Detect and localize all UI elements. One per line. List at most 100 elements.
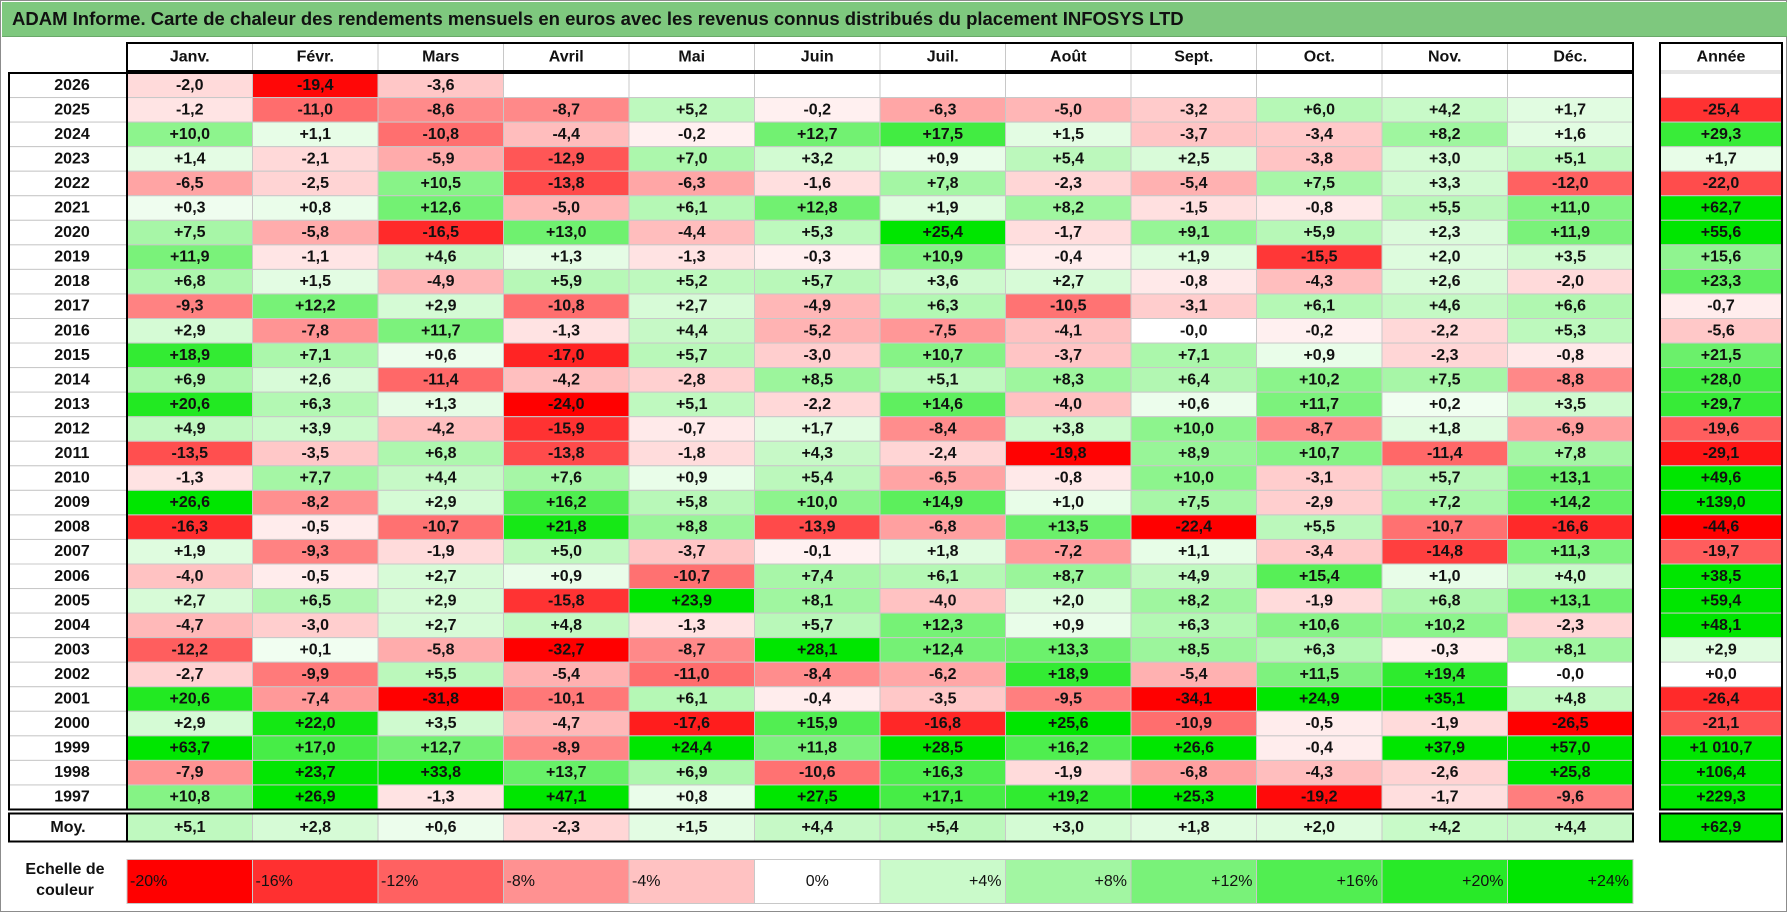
heatmap-cell <box>252 489 379 516</box>
heatmap-cell <box>1130 514 1257 540</box>
heatmap-cell-label: -9,3 <box>176 298 204 315</box>
heatmap-cell-label: +0,9 <box>676 470 708 487</box>
heatmap-cell-label: -2,1 <box>301 150 329 167</box>
heatmap-cell-label: -22,4 <box>1176 519 1213 536</box>
heatmap-cell <box>377 170 504 197</box>
heatmap-cell-label: -17,6 <box>674 715 711 732</box>
heatmap-cell <box>1381 170 1508 197</box>
legend-swatch <box>503 859 630 904</box>
heatmap-cell <box>1005 72 1132 99</box>
heatmap-cell-label: +7,2 <box>1429 494 1461 511</box>
annual-cell-label: -19,7 <box>1703 543 1740 560</box>
annual-cell <box>1659 784 1783 811</box>
annual-cell <box>1659 588 1783 614</box>
heatmap-cell <box>754 538 881 565</box>
average-label: Moy. <box>50 819 85 836</box>
heatmap-cell-label: +13,5 <box>1048 519 1089 536</box>
heatmap-cell-label: +6,8 <box>425 445 457 462</box>
year-label: 1997 <box>54 789 90 806</box>
heatmap-cell <box>1005 465 1132 491</box>
heatmap-cell <box>1130 489 1257 516</box>
heatmap-cell-label: +8,5 <box>1178 641 1210 658</box>
heatmap-cell <box>503 612 630 639</box>
heatmap-cell <box>1130 195 1257 221</box>
heatmap-cell <box>754 514 881 540</box>
heatmap-cell-label: +1,0 <box>1052 494 1084 511</box>
heatmap-cell <box>1130 416 1257 442</box>
heatmap-cell <box>879 538 1006 565</box>
heatmap-cell <box>1256 416 1383 442</box>
heatmap-cell-label: +3,9 <box>299 420 331 437</box>
heatmap-cell-label: +0,9 <box>927 150 959 167</box>
heatmap-cell-label: +37,9 <box>1425 740 1466 757</box>
heatmap-cell <box>252 440 379 467</box>
heatmap-cell-label: -0,4 <box>803 691 831 708</box>
heatmap-cell <box>1256 219 1383 246</box>
color-scale-label: Echelle de couleur <box>9 859 121 901</box>
heatmap-cell <box>503 97 630 123</box>
heatmap-cell-label: -2,9 <box>1305 494 1333 511</box>
heatmap-cell-label: +10,2 <box>1299 371 1340 388</box>
heatmap-cell-label: +5,5 <box>1303 519 1335 536</box>
heatmap-cell <box>1507 72 1634 99</box>
year-cell <box>8 784 128 811</box>
heatmap-cell-label: -3,1 <box>1305 470 1333 487</box>
heatmap-cell <box>754 465 881 491</box>
heatmap-cell-label: +2,7 <box>425 568 457 585</box>
heatmap-cell-label: +0,6 <box>1178 396 1210 413</box>
heatmap-cell-label: +2,7 <box>425 617 457 634</box>
heatmap-cell-label: +19,4 <box>1425 666 1466 683</box>
annual-cell-label: +21,5 <box>1701 347 1742 364</box>
month-header-label: Avril <box>549 49 584 66</box>
heatmap-cell <box>754 195 881 221</box>
heatmap-cell-label: -4,2 <box>427 420 455 437</box>
heatmap-cell-label: -26,5 <box>1552 715 1589 732</box>
heatmap-cell <box>879 293 1006 320</box>
heatmap-cell-label: -5,4 <box>552 666 580 683</box>
month-header-label: Nov. <box>1428 49 1461 66</box>
heatmap-cell-label: -6,8 <box>929 519 957 536</box>
heatmap-cell <box>1507 440 1634 467</box>
heatmap-cell <box>879 244 1006 270</box>
heatmap-cell-label: +13,1 <box>1550 592 1591 609</box>
heatmap-cell <box>754 735 881 761</box>
heatmap-cell-label: +8,7 <box>1052 568 1084 585</box>
heatmap-cell-label: +12,2 <box>295 298 336 315</box>
heatmap-cell-label: -9,6 <box>1556 789 1584 806</box>
heatmap-cell-label: -4,1 <box>1054 322 1082 339</box>
annual-cell-label: +106,4 <box>1696 764 1745 781</box>
heatmap-cell-label: +0,1 <box>299 641 331 658</box>
heatmap-cell-label: -7,5 <box>929 322 957 339</box>
heatmap-cell <box>1381 97 1508 123</box>
heatmap-cell-label: -5,4 <box>1180 666 1208 683</box>
legend-label: +20% <box>1462 873 1503 890</box>
annual-cell-label: -5,6 <box>1707 322 1735 339</box>
heatmap-cell-label: -7,9 <box>176 764 204 781</box>
heatmap-cell <box>1005 244 1132 270</box>
heatmap-cell-label: -5,2 <box>803 322 831 339</box>
heatmap-cell <box>1507 268 1634 295</box>
heatmap-cell-label: +9,1 <box>1178 224 1210 241</box>
heatmap-cell-label: +10,8 <box>170 789 211 806</box>
year-label: 2023 <box>54 150 90 167</box>
heatmap-cell <box>879 637 1006 663</box>
heatmap-cell-label: -34,1 <box>1176 691 1213 708</box>
heatmap-cell-label: +12,4 <box>923 641 964 658</box>
heatmap-cell <box>1256 121 1383 148</box>
year-label: 2000 <box>54 715 90 732</box>
year-label: 2011 <box>55 445 90 462</box>
average-cell-label: -2,3 <box>552 819 580 836</box>
heatmap-cell <box>754 146 881 172</box>
heatmap-cell-label: -3,8 <box>1305 150 1333 167</box>
heatmap-cell <box>503 686 630 712</box>
heatmap-cell-label: +10,2 <box>1425 617 1466 634</box>
heatmap-cell-label: +3,5 <box>1554 396 1586 413</box>
heatmap-cell-label: -13,5 <box>172 445 209 462</box>
heatmap-cell-label: -4,9 <box>427 273 455 290</box>
average-cell-label: +5,4 <box>927 819 959 836</box>
heatmap-cell-label: +1,1 <box>299 126 331 143</box>
heatmap-cell-label: +5,7 <box>801 617 833 634</box>
heatmap-cell-label: +1,7 <box>1554 101 1586 118</box>
year-label: 2026 <box>54 77 90 94</box>
average-cell <box>879 813 1006 842</box>
